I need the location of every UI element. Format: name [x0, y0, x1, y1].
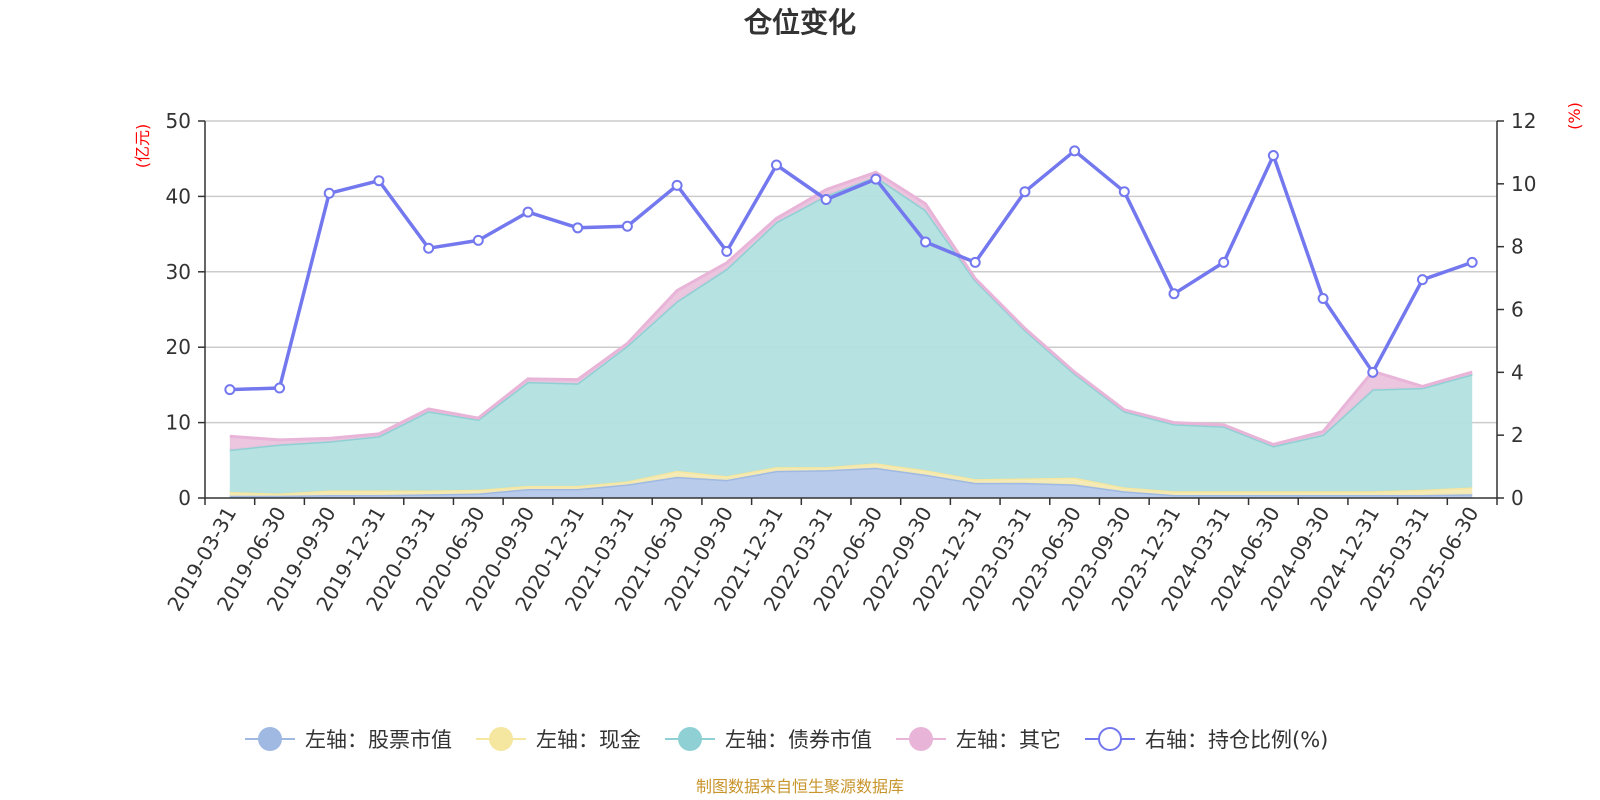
ratio-point [522, 206, 534, 218]
chart-title: 仓位变化 [744, 6, 856, 39]
ratio-point [472, 234, 484, 246]
legend-label: 左轴：股票市值 [305, 728, 452, 752]
left-tick-label: 20 [166, 335, 191, 359]
left-tick-label: 30 [166, 260, 191, 284]
ratio-point [1218, 256, 1230, 268]
ratio-point [323, 187, 335, 199]
ratio-line [224, 145, 1478, 396]
ratio-point [920, 236, 932, 248]
ratio-point [770, 159, 782, 171]
ratio-point [224, 384, 236, 396]
legend-item-5: 右轴：持仓比例(%) [1085, 727, 1328, 752]
right-axis-unit: (%) [1565, 102, 1584, 130]
legend-label: 右轴：持仓比例(%) [1145, 728, 1328, 752]
ratio-point [969, 256, 981, 268]
right-tick-label: 4 [1511, 360, 1524, 384]
ratio-point [1019, 186, 1031, 198]
legend-item-1: 左轴：股票市值 [245, 727, 452, 752]
ratio-point [1069, 145, 1081, 157]
ratio-point [621, 220, 633, 232]
legend-label: 左轴：债券市值 [725, 728, 872, 752]
legend-marker [678, 727, 702, 751]
ratio-point [373, 175, 385, 187]
area-series-3 [229, 176, 1473, 494]
ratio-point [820, 194, 832, 206]
legend-marker [1098, 727, 1122, 751]
left-tick-label: 10 [166, 411, 191, 435]
legend-marker [909, 727, 933, 751]
right-tick-label: 12 [1511, 109, 1536, 133]
right-tick-label: 2 [1511, 423, 1524, 447]
ratio-point [870, 173, 882, 185]
legend-marker [489, 727, 513, 751]
ratio-point [423, 242, 435, 254]
legend-label: 左轴：现金 [536, 728, 641, 752]
ratio-point [1168, 288, 1180, 300]
ratio-point [721, 245, 733, 257]
ratio-point [572, 222, 584, 234]
stacked-areas [229, 170, 1473, 498]
ratio-point [1367, 366, 1379, 378]
right-tick-label: 6 [1511, 298, 1524, 322]
ratio-point [1317, 293, 1329, 305]
left-tick-label: 40 [166, 184, 191, 208]
right-tick-label: 8 [1511, 235, 1524, 259]
ratio-point [1267, 150, 1279, 162]
legend-item-2: 左轴：现金 [476, 727, 641, 752]
ratio-point [1466, 256, 1478, 268]
legend-item-3: 左轴：债券市值 [665, 727, 872, 752]
right-tick-label: 0 [1511, 486, 1524, 510]
legend-item-4: 左轴：其它 [896, 727, 1061, 752]
left-axis-unit: (亿元) [133, 124, 152, 169]
ratio-point [671, 179, 683, 191]
ratio-point [1118, 186, 1130, 198]
legend-label: 左轴：其它 [956, 728, 1061, 752]
data-source-note: 制图数据来自恒生聚源数据库 [696, 777, 904, 796]
ratio-point [274, 382, 286, 394]
left-tick-label: 0 [178, 486, 191, 510]
legend: 左轴：股票市值 左轴：现金 左轴：债券市值 左轴：其它 右轴：持仓比例(%) [245, 727, 1328, 752]
ratio-line-path [229, 149, 1473, 392]
area-series-2 [229, 463, 1473, 496]
legend-marker [258, 727, 282, 751]
left-tick-label: 50 [166, 109, 191, 133]
ratio-point [1416, 274, 1428, 286]
area-edge-series-4 [229, 170, 1473, 447]
right-tick-label: 10 [1511, 172, 1536, 196]
